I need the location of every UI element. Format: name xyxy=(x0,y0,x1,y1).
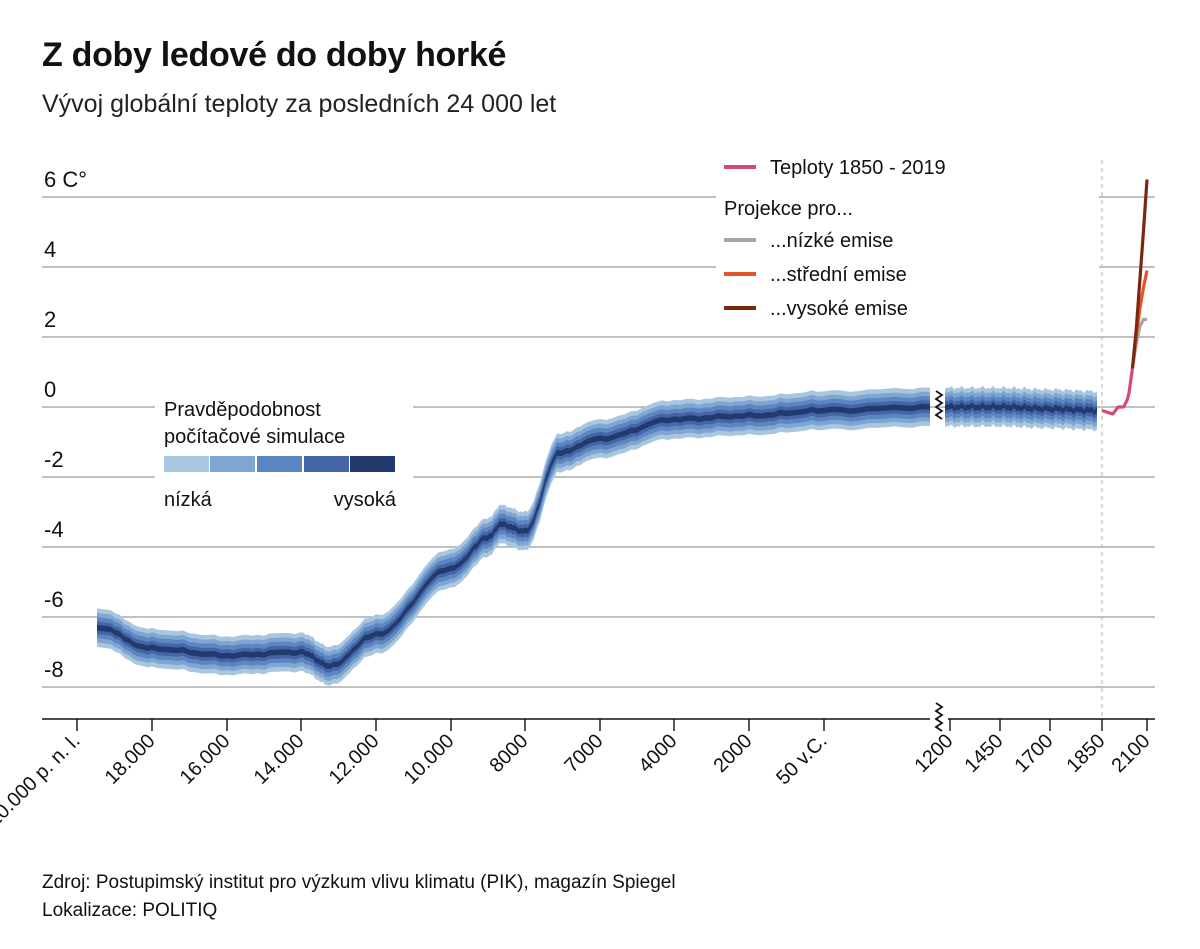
probability-band-3-paleo xyxy=(97,396,930,677)
x-recent-label: 1850 xyxy=(1063,730,1110,777)
probability-band-4-paleo xyxy=(97,400,930,673)
x-recent-label: 1200 xyxy=(911,730,958,777)
legend-top-right: Teploty 1850 - 2019 Projekce pro... ...n… xyxy=(724,157,946,320)
y-tick-label: 4 xyxy=(44,237,56,262)
y-tick-label: -6 xyxy=(44,587,64,612)
y-tick-label: -2 xyxy=(44,447,64,472)
legend-probability: Pravděpodobnost počítačové simulace nízk… xyxy=(155,388,413,516)
x-paleo-label: 16.000 xyxy=(176,730,235,789)
source-note: Zdroj: Postupimský institut pro výzkum v… xyxy=(42,872,676,893)
x-paleo-label: 7000 xyxy=(561,730,608,777)
y-tick-label: 0 xyxy=(44,377,56,402)
legend-prob-swatch-1 xyxy=(164,456,209,472)
y-tick-label: 2 xyxy=(44,307,56,332)
chart-subtitle: Vývoj globální teploty za posledních 24 … xyxy=(42,90,557,118)
x-paleo-label: 2000 xyxy=(710,730,757,777)
axis-break-mark-top xyxy=(934,390,944,420)
legend-prob-swatch-2 xyxy=(210,456,255,472)
x-paleo-label: 8000 xyxy=(486,730,533,777)
legend-prob-swatch-5 xyxy=(350,456,395,472)
probability-band-5-recent xyxy=(945,402,1097,416)
legend-prob-title-2: počítačové simulace xyxy=(164,426,345,448)
localization-note: Lokalizace: POLITIQ xyxy=(42,900,218,921)
x-recent-label: 1700 xyxy=(1011,730,1058,777)
x-recent-label: 2100 xyxy=(1108,730,1155,777)
y-tick-label: -8 xyxy=(44,657,64,682)
x-paleo-label: 20.000 p. n. l. xyxy=(0,730,85,831)
axis-break-mark-bottom xyxy=(934,702,944,732)
x-paleo-label: 50 v.C. xyxy=(772,730,831,789)
x-paleo-label: 18.000 xyxy=(101,730,160,789)
probability-band-layer xyxy=(97,385,1097,686)
legend-prob-swatch-3 xyxy=(257,456,302,472)
legend-projection-title: Projekce pro... xyxy=(724,198,853,220)
series-layer xyxy=(1101,179,1149,416)
grid-layer xyxy=(42,150,1155,720)
legend-prob-title-1: Pravděpodobnost xyxy=(164,399,321,421)
x-paleo-label: 12.000 xyxy=(325,730,384,789)
legend-prob-swatch-4 xyxy=(304,456,349,472)
series-line-high xyxy=(1130,179,1149,369)
x-paleo-label: 14.000 xyxy=(250,730,309,789)
temperature-chart: 6 C° 4 2 0 -2 -4 -6 -8 20.000 p. n. l. 18.000 16.0… xyxy=(0,150,1155,832)
legend-label-mid: ...střední emise xyxy=(770,264,907,286)
x-recent-label: 1450 xyxy=(961,730,1008,777)
y-tick-label: -4 xyxy=(44,517,64,542)
chart-title: Z doby ledové do doby horké xyxy=(42,36,507,74)
legend-prob-high: vysoká xyxy=(334,489,397,511)
legend-label-high: ...vysoké emise xyxy=(770,298,908,320)
y-tick-label: 6 C° xyxy=(44,167,87,192)
series-line-historical xyxy=(1101,368,1134,416)
legend-label-historical: Teploty 1850 - 2019 xyxy=(770,157,946,179)
legend-label-low: ...nízké emise xyxy=(770,230,893,252)
legend-prob-low: nízká xyxy=(164,489,213,511)
x-paleo-label: 4000 xyxy=(635,730,682,777)
x-paleo-label: 10.000 xyxy=(400,730,459,789)
